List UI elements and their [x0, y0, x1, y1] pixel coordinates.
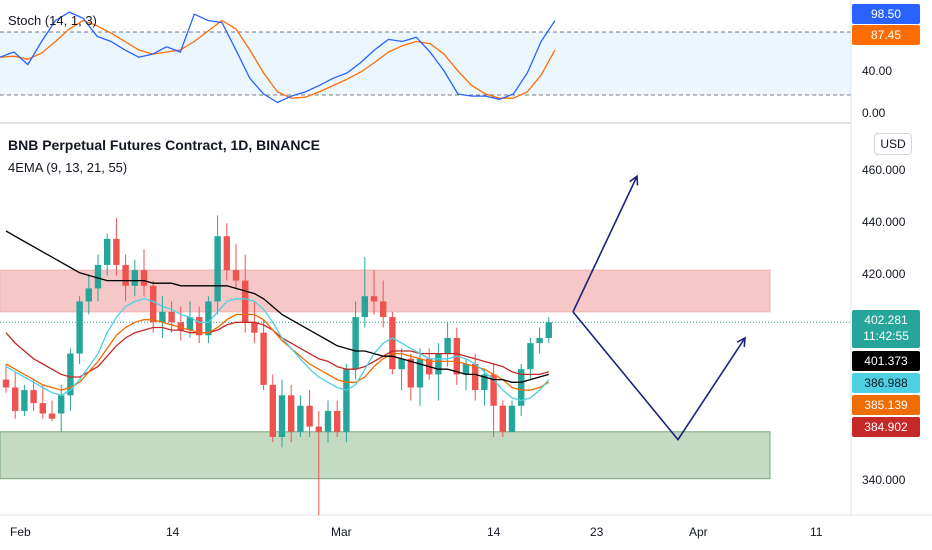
stoch-band — [0, 32, 851, 95]
candle-body — [39, 403, 46, 414]
countdown: 11:42:55 — [863, 329, 909, 343]
candle-body — [398, 358, 405, 370]
candle-body — [536, 337, 543, 344]
ema21-tag: 384.902 — [852, 417, 920, 437]
candle-body — [113, 238, 120, 265]
candle-body — [150, 285, 157, 323]
price-ytick: 340.000 — [862, 473, 906, 487]
candle-body — [214, 236, 221, 302]
x-tick: 14 — [487, 525, 501, 539]
candle-body — [481, 374, 488, 391]
candle-body — [177, 322, 184, 331]
candle-body — [407, 358, 414, 388]
chart-title: BNB Perpetual Futures Contract, 1D, BINA… — [8, 137, 320, 153]
candle-body — [232, 270, 240, 281]
candle-body — [269, 384, 276, 437]
current-price: 402.281 — [864, 313, 908, 327]
stoch-d-line — [0, 19, 556, 99]
projection-arrow-head — [629, 174, 639, 186]
candle-body — [140, 270, 148, 286]
candle-body — [94, 264, 102, 289]
candle-body — [131, 270, 138, 286]
stoch-ytick: 0.00 — [862, 106, 886, 120]
x-tick: 23 — [590, 525, 604, 539]
current-price-tag: 402.281 11:42:55 — [852, 310, 920, 348]
ema13-line — [5, 313, 550, 391]
candle-body — [30, 390, 37, 404]
candle-body — [462, 364, 470, 375]
candle-body — [380, 301, 387, 318]
candle-body — [508, 405, 516, 432]
x-tick: Feb — [10, 525, 31, 539]
stoch-k-tag: 98.50 — [852, 4, 920, 24]
candle-body — [545, 322, 552, 338]
candle-body — [260, 332, 267, 385]
price-ytick: 420.000 — [862, 267, 906, 281]
x-tick: 11 — [810, 525, 823, 539]
candle-body — [12, 387, 19, 411]
candle-body — [297, 405, 304, 432]
candle-body — [242, 280, 249, 323]
projection-arrow-head — [736, 336, 746, 347]
candle-body — [159, 311, 166, 323]
stoch-ytick: 40.00 — [862, 64, 893, 78]
candle-body — [205, 301, 212, 336]
candle-body — [48, 413, 56, 419]
stoch-d-tag: 87.45 — [852, 25, 920, 45]
price-ytick: 460.000 — [862, 163, 906, 177]
candle-body — [499, 405, 506, 432]
candle-body — [76, 301, 83, 354]
candle-body — [490, 374, 497, 406]
candle-body — [370, 296, 378, 302]
candle-body — [251, 322, 258, 333]
candle-body — [21, 390, 28, 411]
candle-body — [58, 395, 65, 414]
candle-body — [196, 317, 203, 336]
candle-body — [85, 288, 92, 302]
candle-body — [306, 405, 313, 427]
candle-body — [315, 426, 322, 432]
candle-body — [67, 353, 74, 396]
candle-body — [104, 238, 111, 265]
candle-body — [186, 317, 194, 331]
candle-body — [334, 410, 341, 432]
support-zone — [0, 431, 771, 480]
stoch-label: Stoch (14, 1, 3) — [8, 13, 97, 28]
candle-body — [527, 343, 534, 370]
candle-body — [223, 236, 230, 271]
stoch-k-line — [0, 11, 556, 104]
candle-body — [389, 317, 396, 370]
candle-body — [352, 317, 359, 370]
candle-body — [518, 369, 525, 406]
ema21-line — [5, 321, 549, 378]
ema9-tag: 386.988 — [852, 373, 920, 393]
indicator-label: 4EMA (9, 13, 21, 55) — [8, 160, 128, 175]
candle-body — [435, 353, 442, 375]
candle-body — [444, 337, 451, 354]
x-tick: Mar — [331, 525, 352, 539]
x-tick: 14 — [166, 525, 180, 539]
x-tick: Apr — [689, 525, 708, 539]
candle-body — [472, 364, 479, 391]
candle-body — [324, 410, 332, 432]
candle-body — [416, 358, 424, 388]
candle-body — [343, 369, 350, 432]
currency-button[interactable]: USD — [874, 133, 912, 155]
price-ytick: 440.000 — [862, 215, 906, 229]
candle-body — [168, 311, 175, 323]
projection-up-line — [572, 175, 638, 313]
projection-swing-line — [572, 311, 746, 441]
candle-body — [288, 395, 295, 432]
ema55-tag: 401.373 — [852, 351, 920, 371]
candle-body — [361, 296, 368, 318]
candle-body — [122, 264, 129, 286]
candle-body — [278, 395, 286, 437]
ema9-line — [5, 298, 550, 402]
candle-body — [2, 379, 10, 388]
ema55-line — [5, 230, 549, 383]
ema13-tag: 385.139 — [852, 395, 920, 415]
